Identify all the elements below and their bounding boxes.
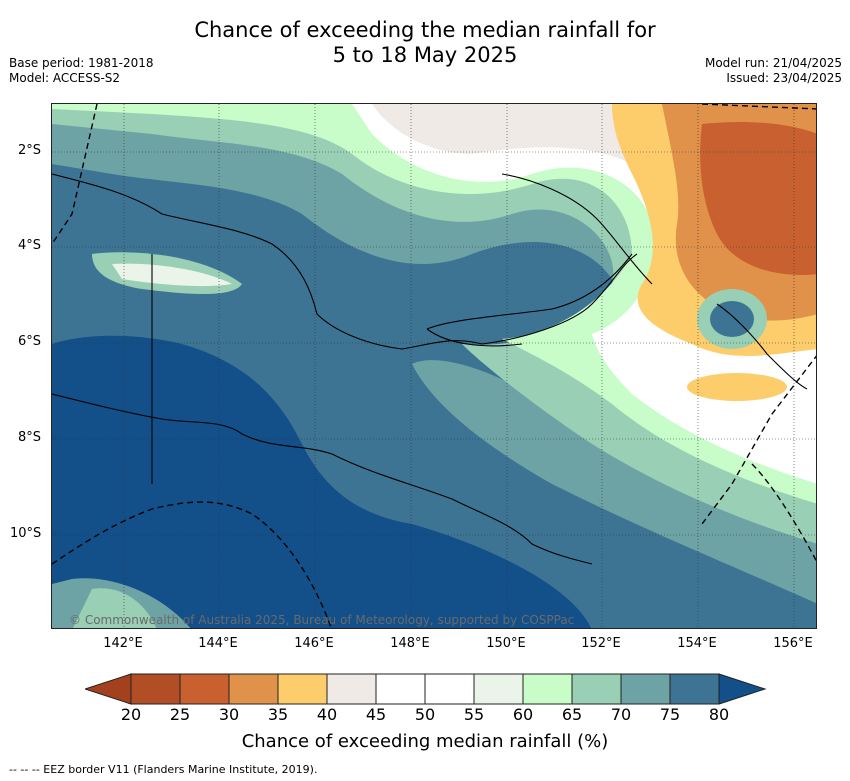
eez-border-se	[751, 463, 816, 562]
coastline-south	[52, 393, 593, 565]
lon-label: 142°E	[103, 636, 143, 651]
contour-60	[52, 104, 816, 504]
colorbar-tick-label: 25	[169, 705, 191, 724]
contour-55-inland	[112, 263, 232, 287]
colorbar-tick-label: 35	[267, 705, 289, 724]
contour-40-east	[687, 373, 787, 401]
colorbar-tick-label: 65	[561, 705, 583, 724]
model-name: Model: ACCESS-S2	[9, 71, 121, 85]
meta-left: Base period: 1981-2018 Model: ACCESS-S2	[9, 56, 154, 86]
map-credit: © Commonwealth of Australia 2025, Bureau…	[69, 613, 575, 627]
meta-right: Model run: 21/04/2025 Issued: 23/04/2025	[705, 56, 842, 86]
colorbar-tick-label: 70	[610, 705, 632, 724]
colorbar-extend-low	[85, 673, 132, 705]
colorbar-cell	[424, 673, 475, 705]
colorbar-tick-label: 20	[120, 705, 142, 724]
lat-label: 4°S	[18, 238, 42, 253]
base-period: Base period: 1981-2018	[9, 56, 154, 70]
colorbar-cell	[130, 673, 181, 705]
colorbar-tick-label: 50	[414, 705, 436, 724]
colorbar-cell	[571, 673, 622, 705]
colorbar-tick-label: 60	[512, 705, 534, 724]
model-run: Model run: 21/04/2025	[704, 56, 842, 70]
colorbar	[85, 673, 767, 705]
colorbar-cells	[85, 673, 767, 705]
colorbar-cell	[228, 673, 279, 705]
rainfall-map	[51, 103, 817, 629]
coastline-new-britain	[426, 253, 633, 347]
coastline-north	[52, 173, 638, 350]
lon-label: 148°E	[390, 636, 430, 651]
gridlines	[52, 104, 816, 628]
title-line-2: 5 to 18 May 2025	[332, 43, 518, 67]
colorbar-label: Chance of exceeding median rainfall (%)	[241, 731, 609, 752]
coastlines	[52, 173, 808, 565]
issued-date: Issued: 23/04/2025	[726, 71, 842, 85]
colorbar-cell	[179, 673, 230, 705]
colorbar-tick-label: 40	[316, 705, 338, 724]
colorbar-cell	[277, 673, 328, 705]
lon-label: 154°E	[677, 636, 717, 651]
chart-title: Chance of exceeding the median rainfall …	[0, 18, 850, 68]
colorbar-tick-label: 55	[463, 705, 485, 724]
colorbar-tick-label: 30	[218, 705, 240, 724]
colorbar-cell	[375, 673, 426, 705]
colorbar-extend-high	[718, 673, 767, 705]
colorbar-cell	[473, 673, 524, 705]
colorbar-cell	[669, 673, 720, 705]
lat-label: 8°S	[18, 430, 42, 445]
colorbar-cell	[522, 673, 573, 705]
eez-border-e	[701, 355, 816, 525]
eez-border-nw	[52, 104, 98, 245]
lon-label: 144°E	[198, 636, 238, 651]
lat-label: 10°S	[10, 526, 42, 541]
lon-label: 156°E	[773, 636, 813, 651]
contour-30	[700, 122, 816, 275]
colorbar-tick-label: 75	[659, 705, 681, 724]
colorbar-cell	[326, 673, 377, 705]
lon-label: 152°E	[581, 636, 621, 651]
colorbar-cell	[620, 673, 671, 705]
lat-label: 2°S	[18, 143, 42, 158]
title-line-1: Chance of exceeding the median rainfall …	[194, 18, 656, 42]
eez-legend: -- -- -- EEZ border V11 (Flanders Marine…	[9, 763, 318, 776]
lon-label: 146°E	[294, 636, 334, 651]
coastline-new-ireland	[501, 173, 653, 285]
lon-label: 150°E	[486, 636, 526, 651]
colorbar-tick-label: 80	[708, 705, 730, 724]
contour-65-south	[72, 588, 157, 628]
colorbar-tick-label: 45	[365, 705, 387, 724]
contour-75-east	[710, 301, 754, 337]
map-svg	[52, 104, 816, 628]
lat-label: 6°S	[18, 334, 42, 349]
eez-borders	[52, 104, 816, 628]
